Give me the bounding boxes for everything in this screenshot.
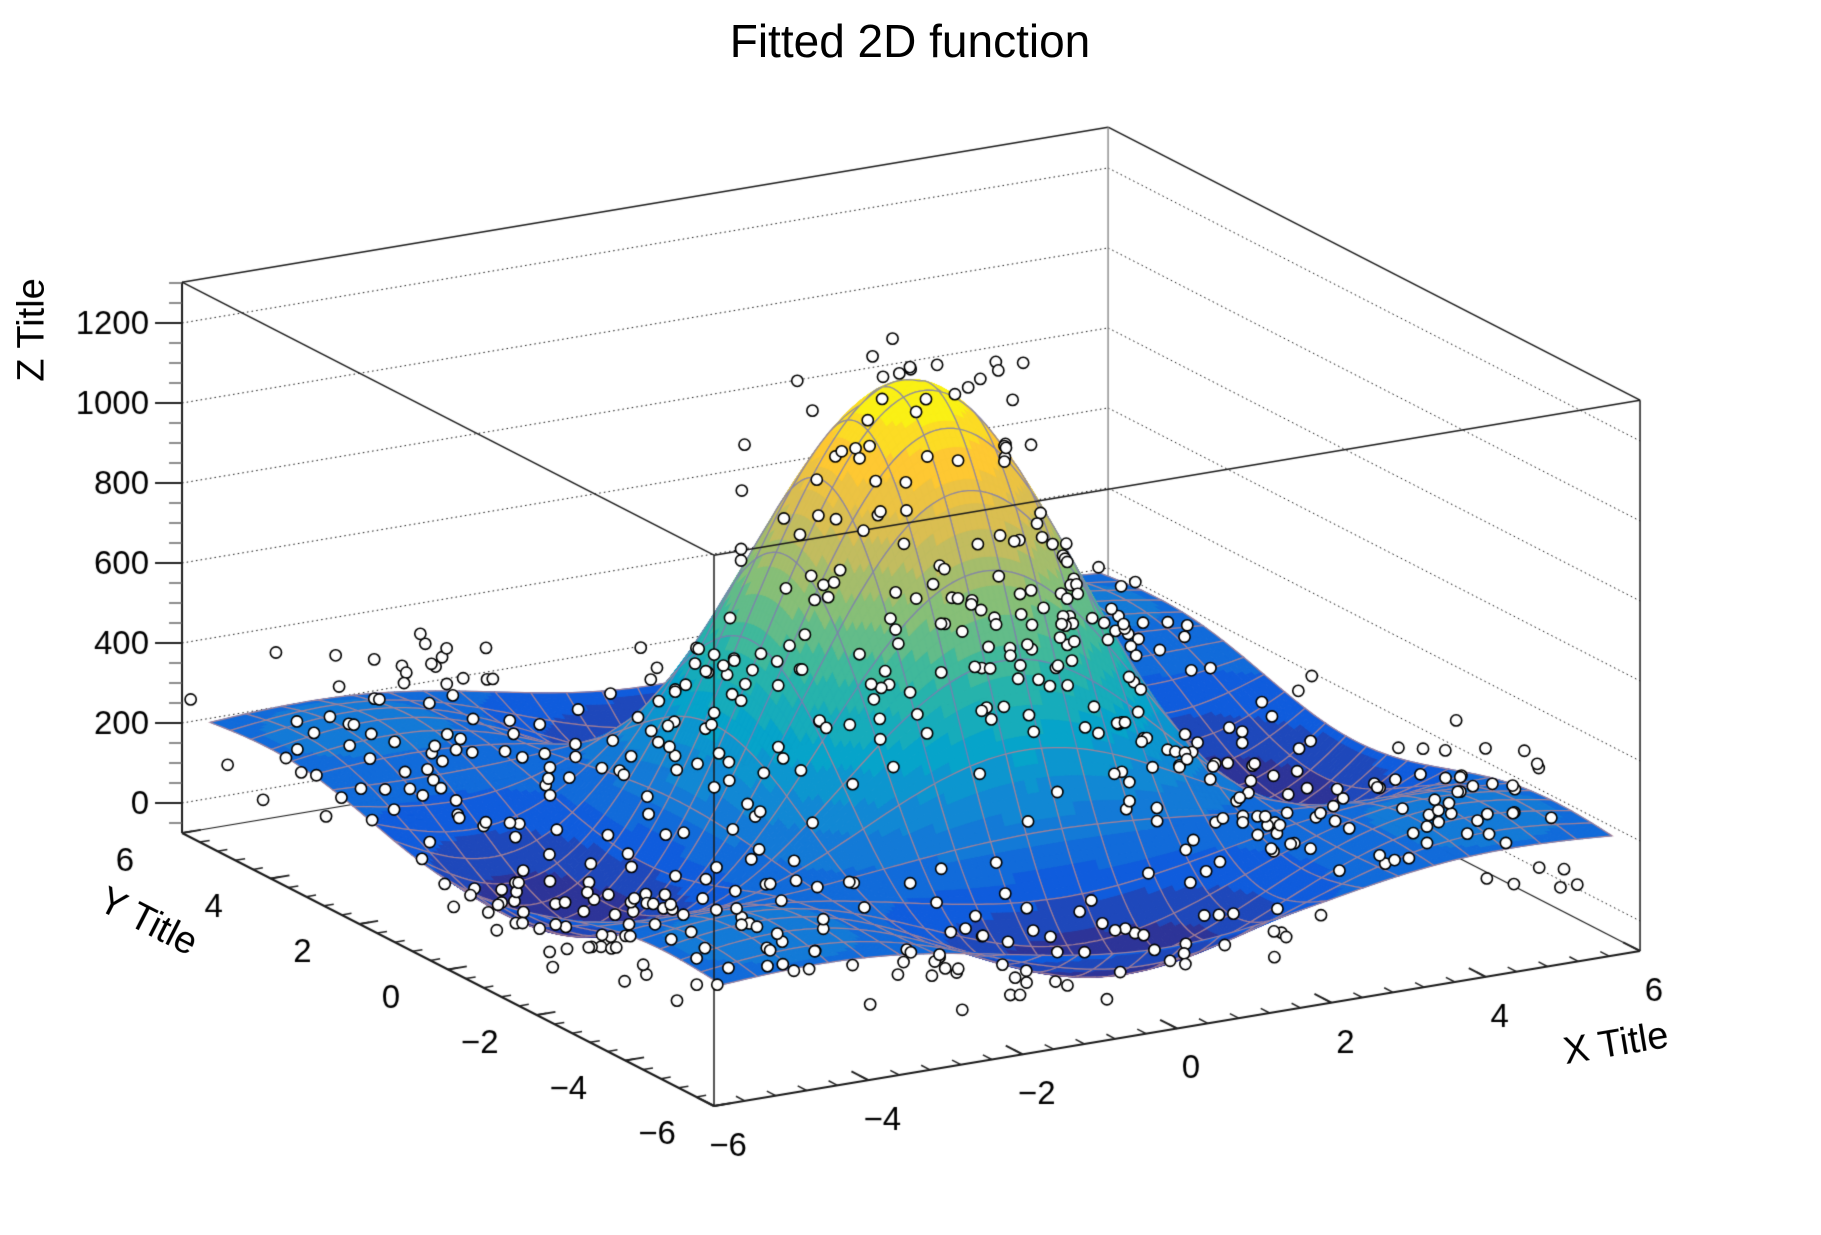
z-axis-title: Z Title bbox=[10, 278, 53, 382]
plot-title: Fitted 2D function bbox=[729, 15, 1091, 67]
